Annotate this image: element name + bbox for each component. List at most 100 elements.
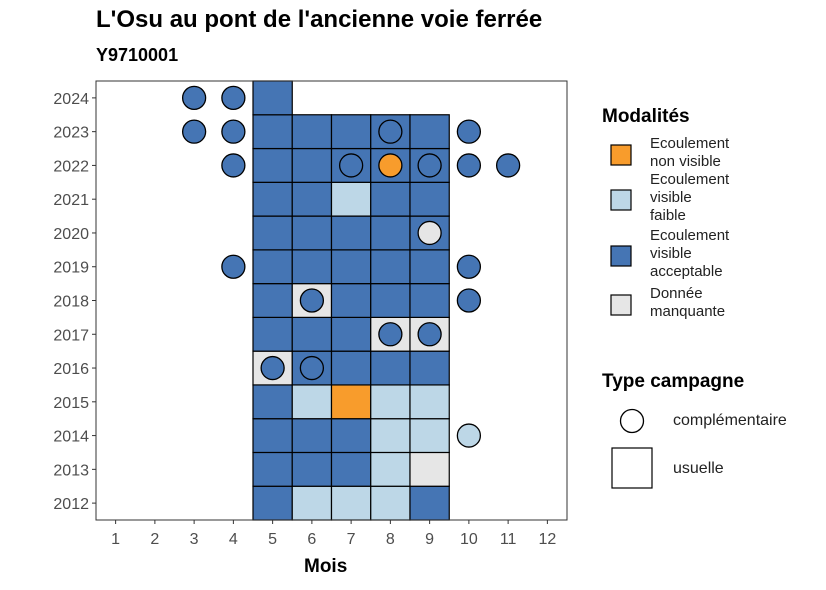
tile-2021-5 [252, 181, 293, 217]
tile-2023-5 [252, 114, 293, 150]
point-2019-10 [456, 254, 482, 279]
point-2023-8 [378, 119, 403, 144]
tile-2012-8 [370, 485, 411, 521]
tile-2019-5 [252, 249, 293, 285]
legend-key-0 [610, 144, 632, 166]
chart-title: L'Osu au pont de l'ancienne voie ferrée [96, 6, 543, 33]
tile-2019-7 [330, 249, 372, 285]
point-2022-10 [456, 153, 482, 178]
tile-2023-7 [330, 114, 372, 150]
tile-2019-6 [291, 249, 333, 285]
x-tick-label-7: 7 [347, 531, 356, 548]
y-tick-label-2024: 2024 [53, 91, 89, 108]
y-tick-label-2016: 2016 [53, 361, 89, 378]
y-tick-label-2014: 2014 [53, 429, 89, 446]
tile-2017-5 [252, 316, 293, 352]
point-2024-4 [221, 85, 246, 111]
legend-type-key-complementaire [619, 408, 645, 434]
x-tick-label-5: 5 [268, 531, 277, 548]
x-tick-label-6: 6 [307, 531, 316, 548]
tile-2019-9 [409, 249, 450, 285]
tile-2012-7 [330, 485, 372, 521]
tile-2018-5 [252, 283, 293, 318]
tile-2013-7 [330, 451, 372, 487]
tile-2021-9 [409, 181, 450, 217]
chart-subtitle: Y9710001 [96, 45, 179, 65]
tile-2021-6 [291, 181, 333, 217]
tile-2013-6 [291, 451, 333, 487]
legend-label-3-line-0: Donnée [650, 285, 703, 302]
point-2022-9 [417, 153, 442, 178]
x-tick-label-3: 3 [190, 531, 199, 548]
tile-2023-6 [291, 114, 333, 150]
point-2018-6 [299, 288, 325, 313]
x-tick-label-2: 2 [150, 531, 159, 548]
point-2022-7 [338, 153, 364, 178]
tile-2020-8 [370, 215, 411, 251]
point-2018-10 [456, 288, 482, 313]
legend-label-1-line-1: visible [650, 189, 692, 206]
tile-2020-7 [330, 215, 372, 251]
tile-2019-8 [370, 249, 411, 285]
tile-2022-5 [252, 147, 293, 183]
y-tick-label-2023: 2023 [53, 125, 89, 142]
legend-modalites-title: Modalités [602, 106, 690, 127]
point-2023-10 [456, 119, 482, 144]
tile-2014-5 [252, 418, 293, 454]
point-2016-5 [260, 355, 285, 381]
x-tick-label-11: 11 [500, 531, 517, 548]
legend-label-2-line-0: Ecoulement [650, 227, 730, 244]
tile-2022-6 [291, 147, 333, 183]
tile-2021-8 [370, 181, 411, 217]
tile-2016-8 [370, 350, 411, 386]
tile-2015-5 [252, 384, 293, 420]
legend-label-2-line-1: visible [650, 245, 692, 262]
tile-2024-5 [252, 80, 293, 116]
tile-2018-9 [409, 283, 450, 318]
point-2017-8 [378, 322, 403, 347]
y-tick-label-2022: 2022 [53, 158, 89, 175]
x-tick-label-1: 1 [111, 531, 120, 548]
tile-2016-9 [409, 350, 450, 386]
legend-key-2 [610, 245, 632, 267]
y-tick-label-2020: 2020 [53, 226, 89, 243]
point-2016-6 [299, 355, 325, 381]
x-tick-label-10: 10 [460, 531, 478, 548]
tile-2012-6 [291, 485, 333, 521]
legend-label-3-line-1: manquante [650, 303, 726, 320]
legend-label-1-line-2: faible [650, 207, 686, 224]
legend-key-1 [610, 189, 632, 211]
tile-2014-8 [370, 418, 411, 454]
legend-type-key-usuelle [611, 447, 653, 489]
point-2022-11 [495, 153, 521, 178]
x-tick-label-9: 9 [425, 531, 434, 548]
y-tick-label-2021: 2021 [53, 192, 89, 209]
tile-2023-9 [409, 114, 450, 150]
y-tick-label-2013: 2013 [53, 462, 89, 479]
legend-type-label-complementaire: complémentaire [673, 412, 787, 429]
tile-2014-9 [409, 418, 450, 454]
point-2014-10 [456, 423, 482, 448]
y-tick-label-2012: 2012 [53, 496, 89, 513]
tile-2012-9 [409, 485, 450, 521]
x-tick-label-4: 4 [229, 531, 238, 548]
legend-key-3 [610, 294, 632, 316]
tile-2017-6 [291, 316, 333, 352]
tile-2015-7 [330, 384, 372, 420]
legend-label-0-line-0: Ecoulement [650, 135, 730, 152]
tile-2013-8 [370, 451, 411, 487]
point-2017-9 [417, 322, 442, 347]
tile-2015-9 [409, 384, 450, 420]
legend-type-label-usuelle: usuelle [673, 460, 724, 477]
point-2020-9 [417, 220, 442, 246]
point-2019-4 [221, 254, 246, 279]
point-2023-4 [221, 119, 246, 144]
tile-2017-7 [330, 316, 372, 352]
point-2022-8 [378, 153, 403, 178]
legend-type-title: Type campagne [602, 371, 745, 392]
tile-2013-9 [409, 451, 450, 487]
point-2024-3 [181, 85, 207, 111]
x-tick-label-8: 8 [386, 531, 395, 548]
y-tick-label-2017: 2017 [53, 327, 89, 344]
